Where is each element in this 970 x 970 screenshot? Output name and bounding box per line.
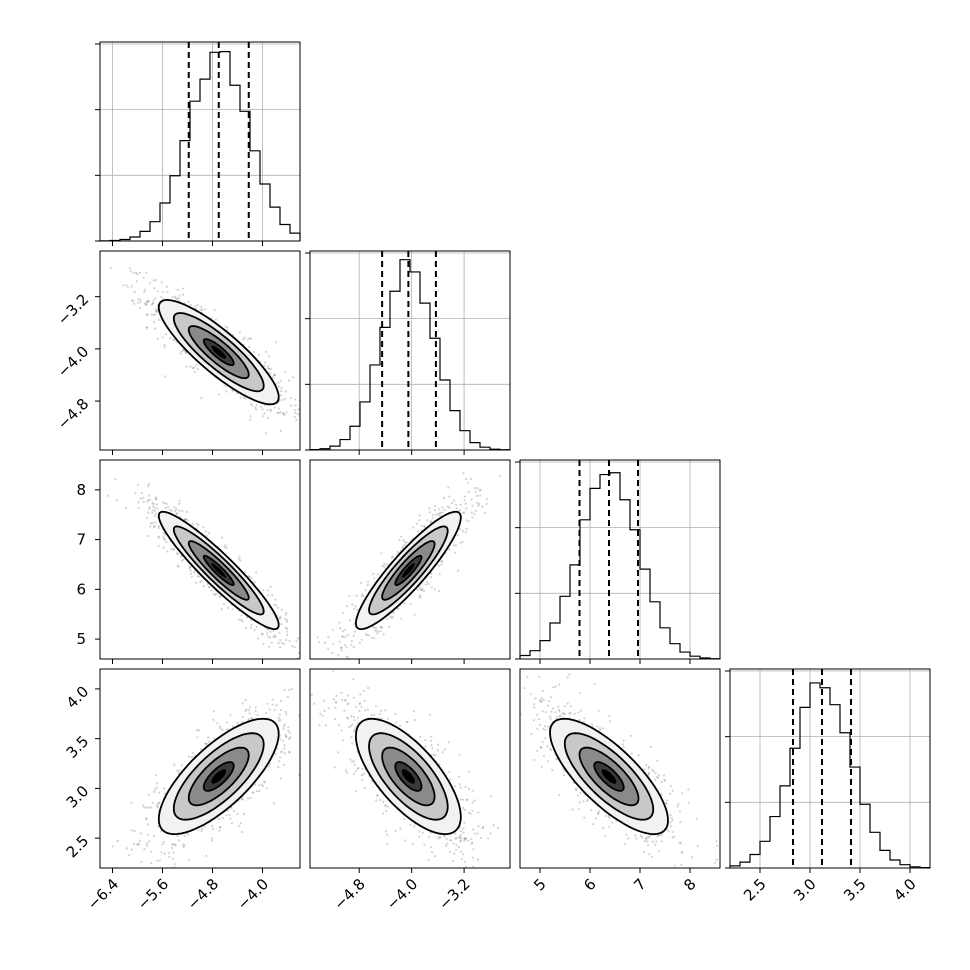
scatter-panel-2-0	[95, 459, 301, 664]
contour-3-2-1	[578, 746, 640, 807]
xtick-label-3-3: 4.0	[890, 875, 920, 905]
histogram-grid-1	[310, 251, 510, 451]
xtick-label-0-3: −4.0	[234, 875, 272, 913]
contour-3-1-2	[368, 732, 449, 821]
histogram-grid-0	[100, 42, 300, 242]
contour-3-2-0	[593, 761, 625, 792]
xtick-label-0-2: −4.8	[184, 875, 222, 913]
contour-2-1-3	[354, 510, 462, 630]
histogram-step-2	[519, 472, 721, 660]
contour-3-2-3	[549, 717, 669, 836]
histogram-step-1	[309, 259, 511, 451]
histogram-panel-2	[515, 459, 721, 660]
density-core-2-0	[211, 563, 227, 578]
contour-1-0-3	[157, 298, 280, 406]
xtick-label-0-0: −6.4	[84, 875, 122, 913]
ytick-label-2-3: 8	[76, 481, 86, 499]
xtick-label-2-3: 8	[680, 875, 699, 894]
contour-3-2-2	[563, 732, 655, 821]
contour-3-1-0	[394, 761, 423, 792]
ytick-label-3-2: 3.5	[63, 732, 93, 762]
xtick-label-1-2: −3.2	[435, 875, 473, 913]
ytick-label-3-0: 2.5	[63, 832, 93, 862]
xtick-label-1-1: −4.0	[383, 875, 421, 913]
ytick-label-2-0: 5	[76, 630, 86, 648]
density-core-3-0	[211, 769, 227, 784]
contour-2-1-2	[368, 525, 449, 616]
scatter-frame-1-0	[99, 250, 301, 451]
contour-1-0-1	[187, 325, 250, 380]
contour-3-1-1	[381, 746, 436, 807]
xtick-label-3-0: 2.5	[740, 875, 770, 905]
contour-2-0-1	[187, 540, 250, 601]
ytick-label-3-3: 4.0	[63, 683, 93, 713]
contour-3-0-1	[187, 746, 250, 807]
histogram-step-3	[729, 682, 931, 869]
histogram-panel-1	[305, 250, 511, 451]
xtick-label-1-0: −4.8	[330, 875, 368, 913]
ytick-label-1-2: −3.2	[54, 290, 92, 328]
contour-2-0-2	[172, 525, 265, 616]
histogram-frame-2	[519, 459, 721, 660]
xtick-label-3-1: 3.0	[790, 875, 820, 905]
contour-2-1-0	[394, 554, 423, 586]
density-core-1-0	[211, 345, 227, 359]
histogram-frame-3	[729, 668, 931, 869]
xtick-label-2-1: 6	[580, 875, 599, 894]
xtick-label-0-1: −5.6	[134, 875, 172, 913]
scatter-panel-3-0	[95, 668, 301, 873]
scatter-frame-3-2	[519, 668, 721, 869]
ytick-label-1-1: −4.0	[54, 343, 92, 381]
scatter-panel-3-2	[519, 668, 721, 873]
scatter-frame-2-1	[309, 459, 511, 660]
histogram-frame-0	[99, 41, 301, 242]
contour-3-0-0	[202, 761, 235, 792]
contour-2-1-1	[381, 540, 436, 601]
histogram-step-0	[99, 51, 301, 242]
contour-2-0-3	[157, 510, 280, 631]
scatter-panel-2-1	[309, 459, 511, 664]
contour-3-0-2	[172, 732, 265, 821]
scatter-panel-3-1	[309, 668, 511, 873]
scatter-panel-1-0	[95, 250, 301, 455]
ytick-label-3-1: 3.0	[63, 782, 93, 812]
contour-1-0-2	[172, 312, 265, 393]
histogram-panel-3	[725, 668, 931, 869]
ytick-label-2-1: 6	[76, 580, 86, 598]
ytick-label-2-2: 7	[76, 531, 86, 549]
histogram-panel-0	[95, 41, 301, 242]
density-core-2-1	[401, 563, 415, 578]
scatter-frame-2-0	[99, 459, 301, 660]
histogram-frame-1	[309, 250, 511, 451]
scatter-frame-3-1	[309, 668, 511, 869]
contour-3-0-3	[157, 717, 280, 836]
contour-2-0-0	[202, 554, 235, 586]
scatter-frame-3-0	[99, 668, 301, 869]
density-core-3-2	[601, 769, 617, 784]
xtick-label-3-2: 3.5	[840, 875, 870, 905]
contour-1-0-0	[202, 338, 235, 367]
xtick-label-2-0: 5	[530, 875, 549, 894]
xtick-label-2-2: 7	[630, 875, 649, 894]
density-core-3-1	[401, 769, 415, 784]
ytick-label-1-0: −4.8	[54, 395, 92, 433]
contour-3-1-3	[354, 717, 462, 835]
